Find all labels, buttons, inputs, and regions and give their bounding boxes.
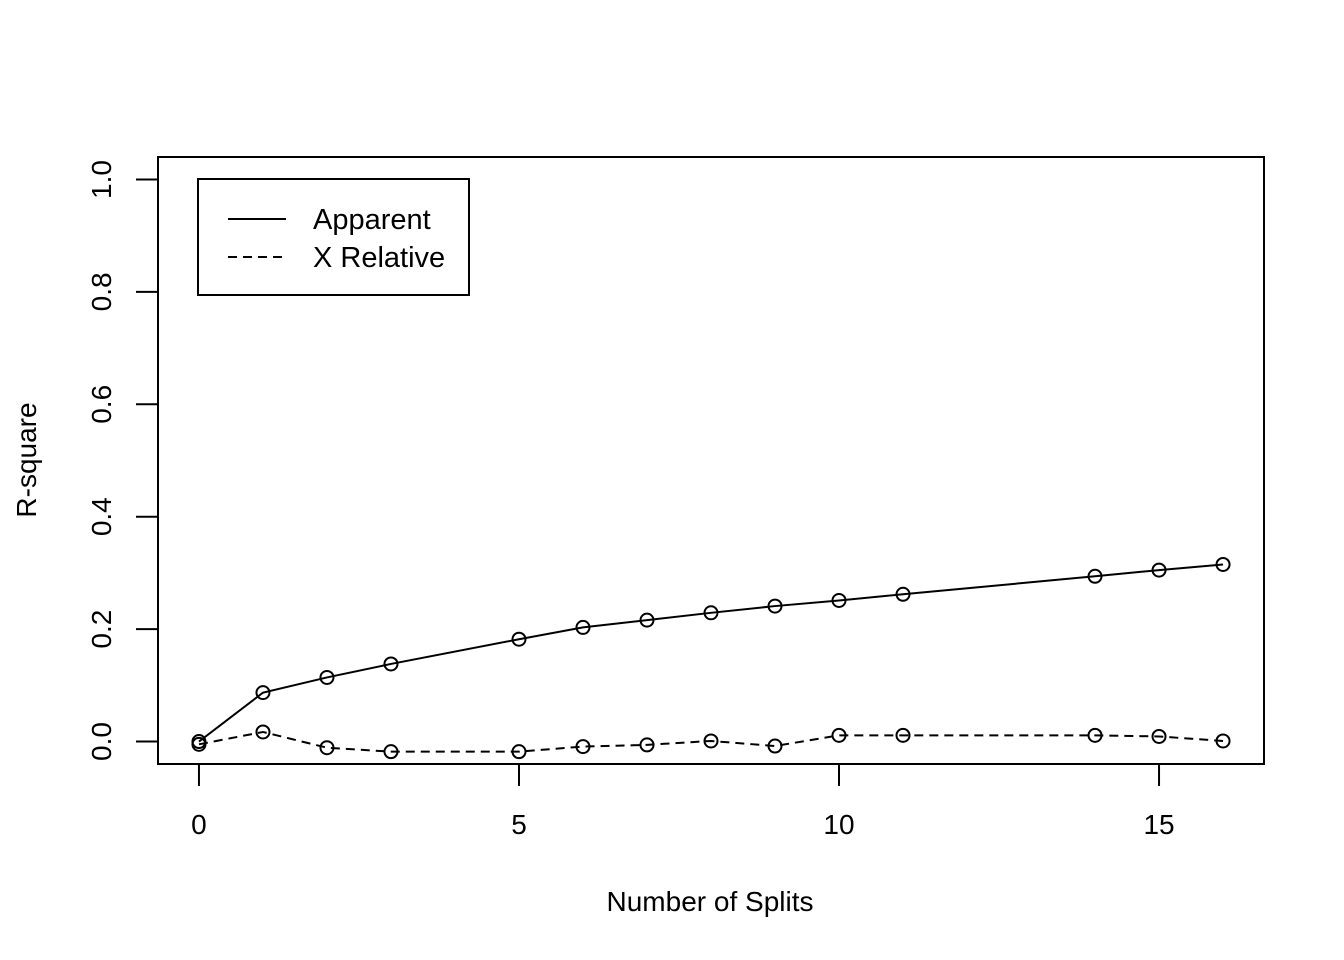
data-point [383,656,399,672]
legend-label: X Relative [313,242,445,274]
data-point [383,744,399,760]
y-tick-label: 0.2 [86,610,117,649]
y-tick-label: 0.4 [86,497,117,536]
y-axis: 0.0 0.2 0.4 0.6 0.8 1.0 [86,160,159,761]
data-point [895,586,911,602]
data-point [639,737,655,753]
data-point [1151,728,1167,744]
series-line [198,563,1224,743]
x-axis: 0 5 10 15 [191,763,1175,840]
y-tick-label: 1.0 [86,160,117,199]
data-point [831,592,847,608]
data-point [511,744,527,760]
y-axis-label: R-square [11,402,42,517]
data-point [767,738,783,754]
legend-label: Apparent [313,204,431,236]
data-point [191,736,207,752]
data-point [255,724,271,740]
data-point [1215,733,1231,749]
y-tick-label: 0.0 [86,722,117,761]
legend: Apparent X Relative [197,178,470,296]
series-layer [191,556,1231,760]
data-point [319,669,335,685]
legend-box [197,178,470,296]
data-point [255,685,271,701]
data-point [831,727,847,743]
data-point [575,739,591,755]
x-tick-label: 10 [823,809,854,840]
data-point [895,727,911,743]
x-tick-label: 0 [191,809,207,840]
series-x-relative [191,724,1231,760]
data-point [703,605,719,621]
y-tick-label: 0.6 [86,385,117,424]
data-point [575,619,591,635]
x-axis-label: Number of Splits [607,886,814,917]
data-point [1087,727,1103,743]
series-apparent [191,556,1231,750]
data-point [1151,562,1167,578]
data-point [511,631,527,647]
y-tick-label: 0.8 [86,272,117,311]
data-point [1087,568,1103,584]
series-line [198,730,1224,753]
data-point [703,733,719,749]
x-tick-label: 5 [511,809,527,840]
x-tick-label: 15 [1143,809,1174,840]
data-point [767,598,783,614]
data-point [639,612,655,628]
data-point [319,740,335,756]
data-point [1215,556,1231,572]
